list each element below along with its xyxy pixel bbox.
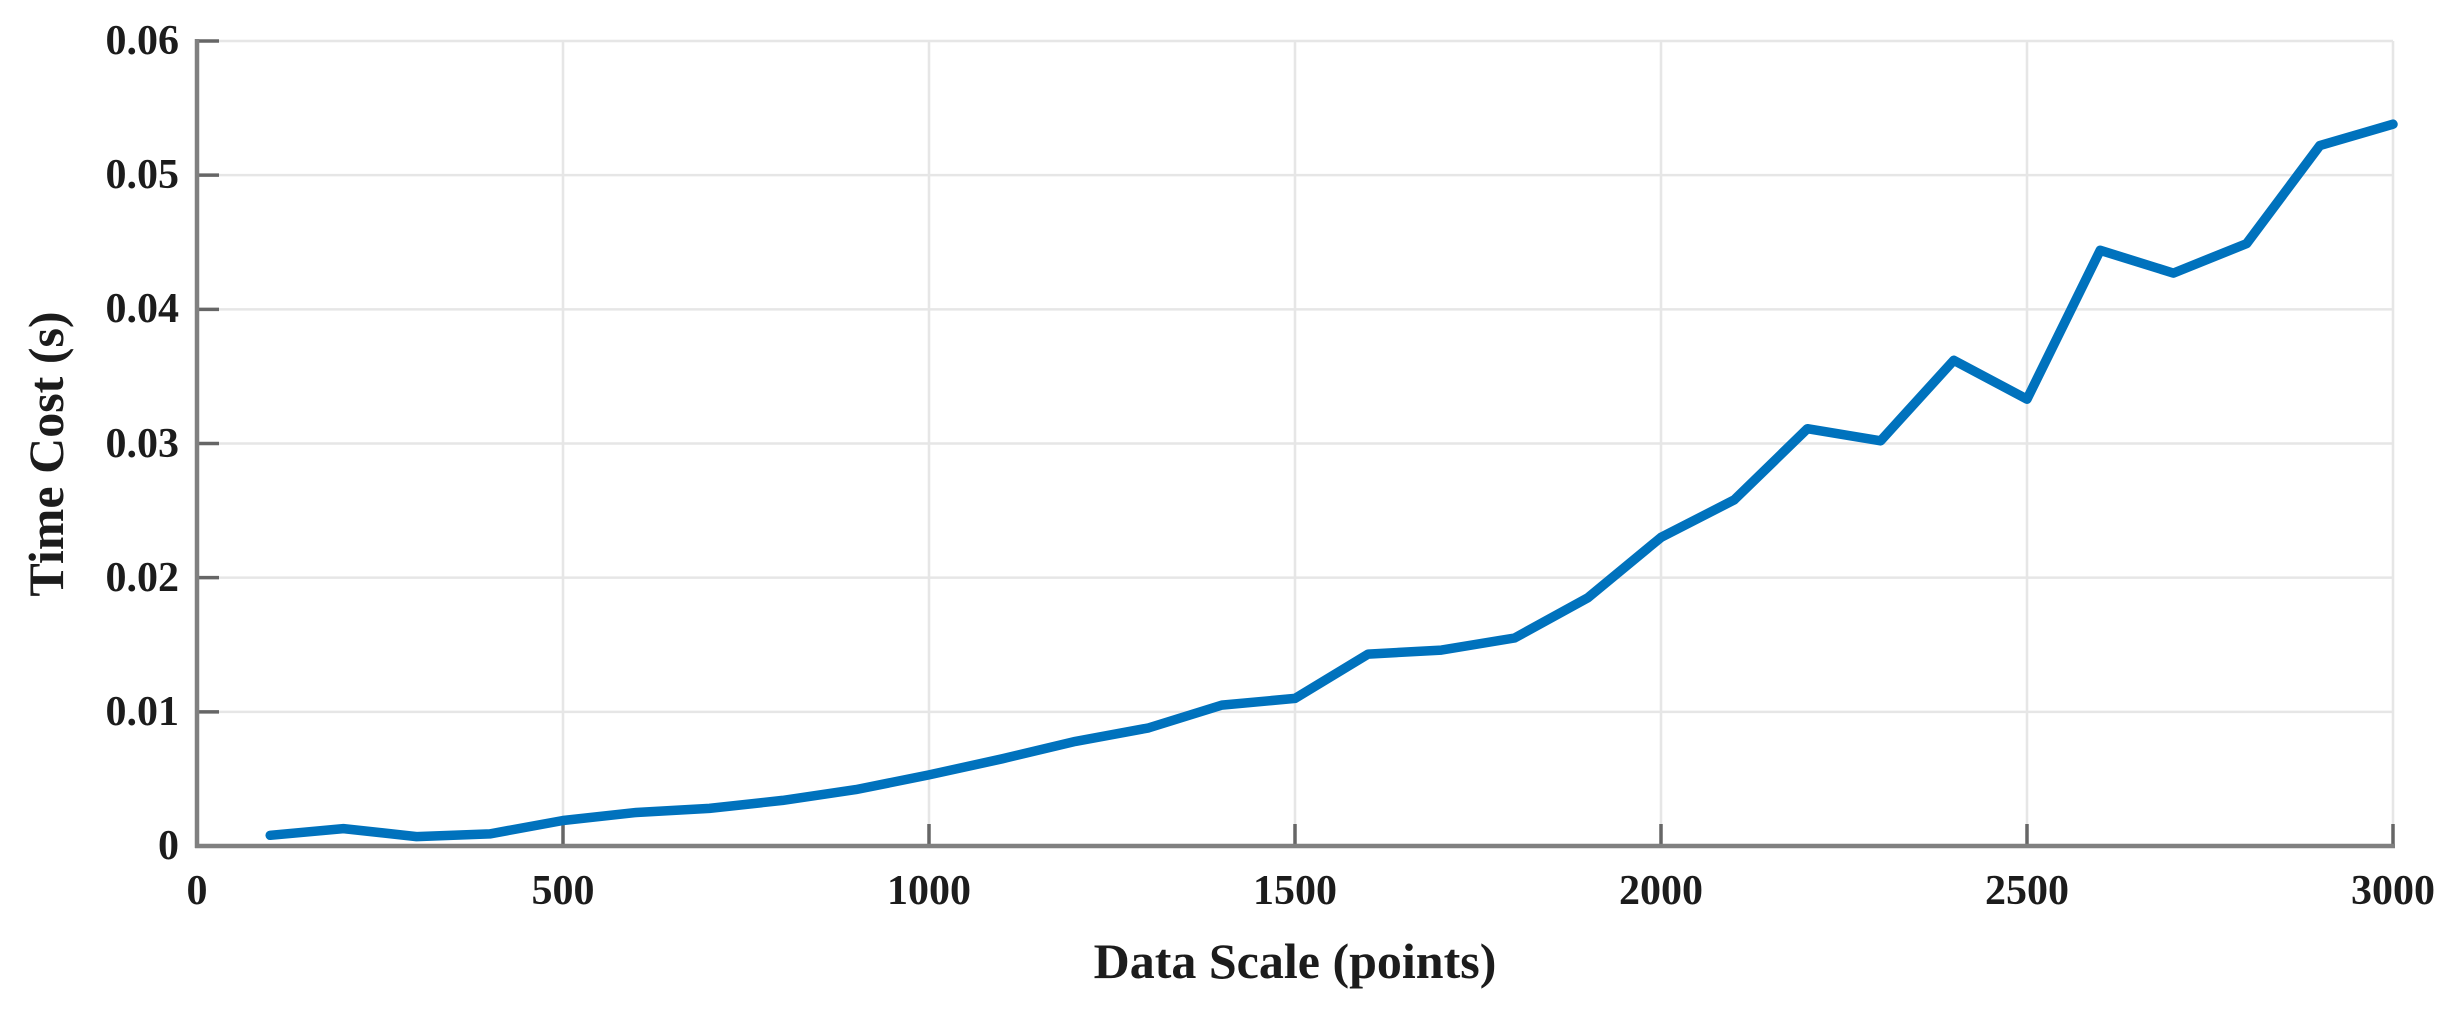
y-tick-label: 0	[158, 823, 179, 869]
y-tick-label: 0.06	[105, 18, 180, 64]
x-tick-label: 2000	[1619, 868, 1703, 914]
data-series	[265, 119, 2398, 842]
y-tick-label: 0.03	[105, 420, 180, 467]
data-line-time-cost	[265, 119, 2398, 842]
x-tick-label: 0	[186, 868, 208, 914]
x-tick-label: 3000	[2351, 868, 2435, 914]
y-tick-label: 0.04	[105, 286, 180, 333]
y-tick-label: 0.01	[105, 688, 180, 735]
x-axis-title: Data Scale (points)	[1093, 933, 1497, 989]
x-tick-label: 1500	[1253, 868, 1337, 914]
gridlines	[197, 39, 2395, 846]
axis-spines	[194, 39, 2395, 849]
x-tick-label: 2500	[1985, 868, 2069, 914]
y-tick-label: 0.05	[105, 152, 180, 199]
x-tick-label: 1000	[887, 868, 971, 914]
y-tick-label: 0.02	[105, 554, 180, 601]
y-axis-title: Time Cost (s)	[18, 310, 74, 597]
x-tick-label: 500	[531, 868, 595, 914]
